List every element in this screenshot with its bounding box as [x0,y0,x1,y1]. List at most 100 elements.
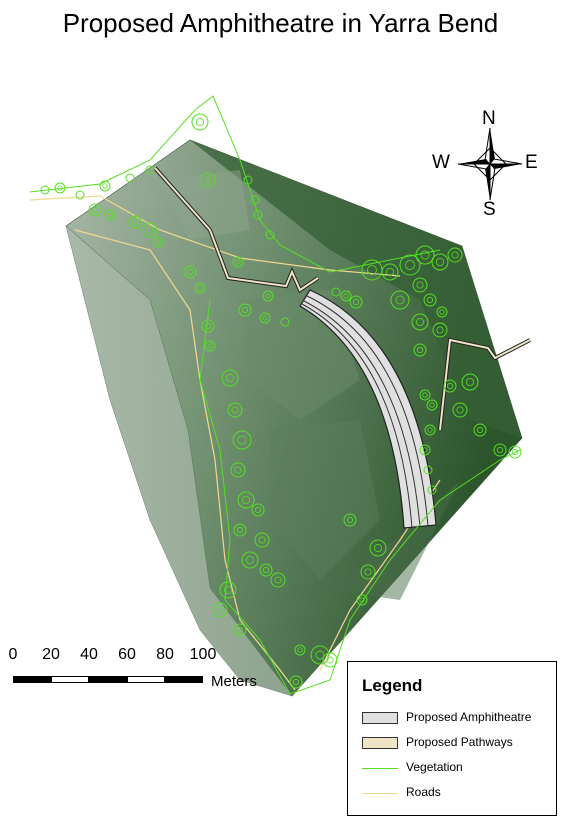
tree-symbol [232,430,252,450]
tree-symbol-inner [237,435,247,445]
scale-bar: 0 20 40 60 80 100 Meters [8,646,278,696]
tree-symbol [251,503,265,517]
tree-symbol-inner [373,544,382,553]
tree-symbol-inner [223,586,232,595]
tree-symbol-inner [426,296,434,304]
legend-line [362,793,398,794]
tree-symbol [426,399,438,411]
tree-symbol-inner [446,382,454,390]
tree-symbol [201,319,215,333]
tree-symbol [411,313,429,331]
tree-symbol-inner [195,118,204,127]
scale-segment [165,676,203,683]
tree-symbol [289,675,303,689]
tree-symbol-inner [326,656,334,664]
tree-symbol [413,343,427,357]
tree-symbol-inner [186,268,194,276]
tree-symbol [241,551,259,569]
tree-symbol [424,424,436,436]
tree-symbol [436,306,448,318]
terrain-east-hill [190,140,522,438]
tree-symbol [219,581,237,599]
tree-symbol-inner [216,606,224,614]
tree-symbol-inner [262,315,268,321]
tree-symbol-inner [265,293,271,299]
tree-symbol [75,190,85,200]
tree-symbol-inner [422,392,428,398]
tree-symbol-inner [465,377,474,386]
tree-symbol-inner [385,267,394,276]
scale-tick-label: 0 [8,646,18,663]
tree-symbol [431,253,449,271]
tree-symbol [412,277,428,293]
tree-symbol-inner [292,678,300,686]
tree-symbol [427,485,437,495]
tree-symbol [88,203,102,217]
tree-symbol [212,602,228,618]
tree-symbol [259,563,273,577]
tree-symbol-inner [364,568,372,576]
proposed-pathway [439,338,531,431]
tree-symbol [423,465,433,475]
tree-symbol [104,209,116,221]
legend-label: Vegetation [406,760,463,774]
scale-segment [89,676,127,683]
road-line [74,229,296,691]
tree-symbol [447,247,463,263]
tree-symbol-inner [435,257,444,266]
tree-symbol [243,175,253,185]
tree-symbol-inner [405,260,415,270]
tree-symbol-inner [420,250,430,260]
tree-symbol [253,210,263,220]
vegetation-trees [40,113,522,689]
tree-symbol [125,173,135,183]
terrain-facet [160,170,250,240]
tree-symbol [473,423,487,437]
terrain-facet [270,420,380,580]
tree-symbol-inner [236,526,244,534]
tree-symbol [270,572,286,588]
tree-symbol-inner [204,322,212,330]
tree-symbol-inner [241,306,249,314]
scale-segment [51,676,89,683]
tree-symbol-inner [439,309,445,315]
tree-symbol-inner [204,176,212,184]
tree-symbol-inner [262,566,270,574]
tree-symbol-inner [235,259,241,265]
legend-item-pathways: Proposed Pathways [362,734,552,752]
tree-symbol [322,652,338,668]
tree-symbol [194,282,206,294]
vegetation-outline [29,95,441,273]
tree-symbol [265,230,275,240]
tree-symbol-inner [197,285,203,291]
terrain-west-slope [65,225,293,697]
tree-symbol-inner [476,426,484,434]
amphitheatre-tier [303,300,421,528]
tree-symbol-inner [511,448,519,456]
south-label: S [483,199,496,220]
tree-symbol [250,195,260,205]
east-label: E [525,152,538,173]
tree-symbol-inner [416,281,424,289]
tree-symbol-inner [429,402,435,408]
legend-item-amphitheatre: Proposed Amphitheatre [362,709,552,727]
tree-symbol-inner [207,343,213,349]
tree-symbol-inner [416,346,424,354]
tree-symbol-inner [146,226,154,234]
tree-symbol-inner [241,495,250,504]
scale-tick-label: 100 [189,646,217,663]
tree-symbol [280,317,290,327]
map-title: Proposed Amphitheatre in Yarra Bend [62,8,499,38]
tree-symbol [262,290,274,302]
tree-symbol [343,513,357,527]
tree-symbol [415,245,435,265]
tree-symbol-inner [359,597,365,603]
tree-symbol [419,444,431,456]
tree-symbol-inner [343,293,349,299]
tree-symbol [356,594,368,606]
west-label: W [432,152,450,173]
legend-label: Proposed Pathways [406,735,513,749]
tree-symbol [233,623,247,637]
tree-symbol [152,236,164,248]
